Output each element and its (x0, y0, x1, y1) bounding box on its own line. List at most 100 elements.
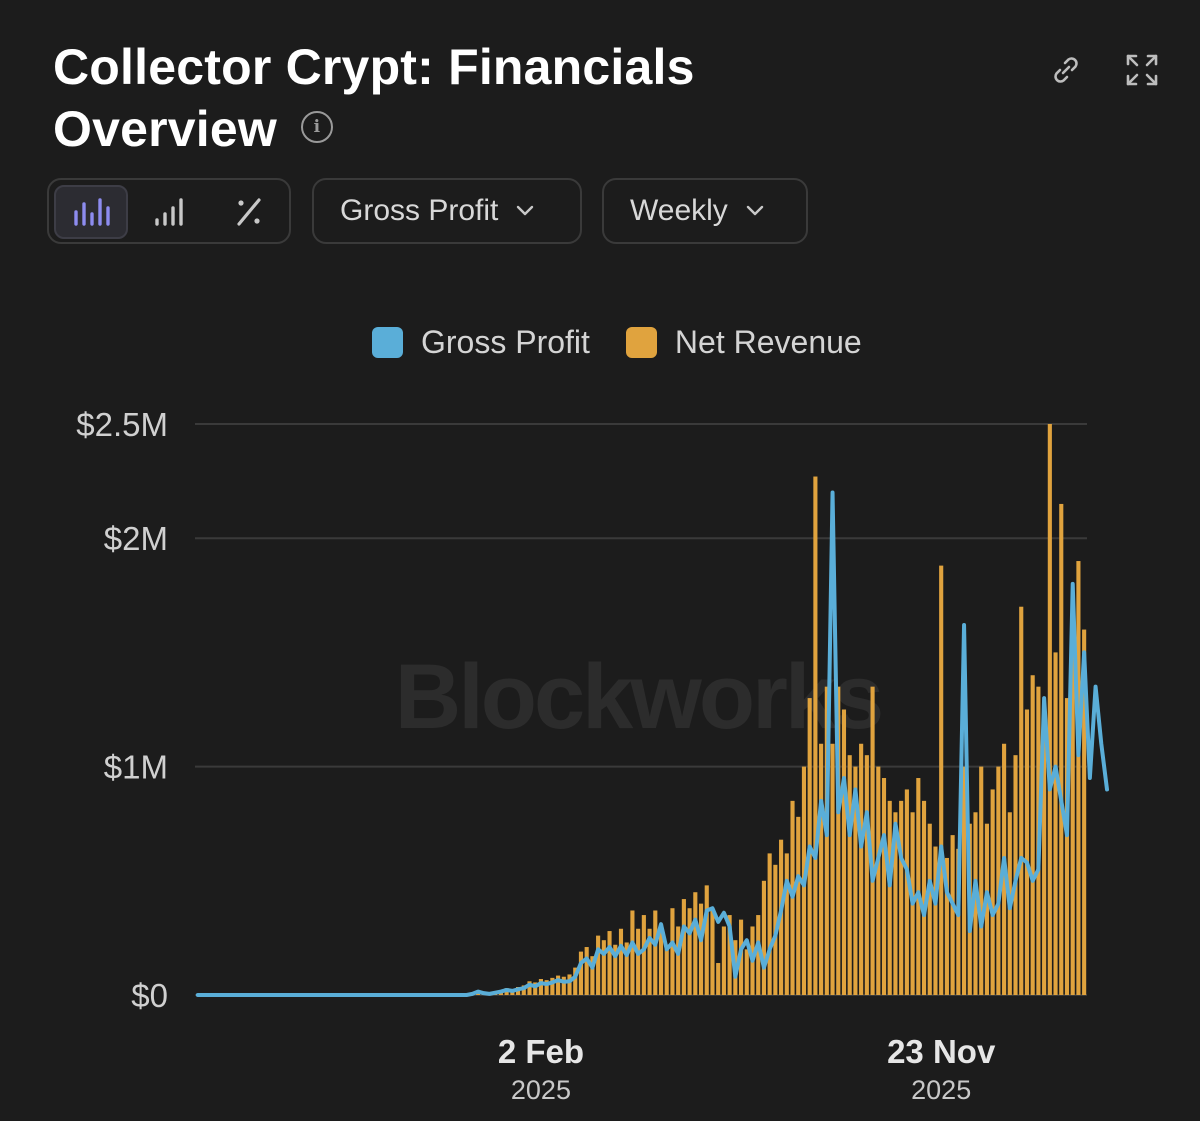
net-revenue-bar (721, 926, 726, 995)
net-revenue-bar (573, 967, 578, 995)
net-revenue-bar (641, 915, 646, 995)
net-revenue-bar (618, 928, 624, 995)
net-revenue-bar (881, 778, 887, 995)
net-revenue-bar (767, 853, 772, 995)
net-revenue-bar (670, 908, 675, 995)
net-revenue-bar (1047, 424, 1052, 995)
net-revenue-bar (1064, 698, 1070, 995)
net-revenue-bar (698, 903, 704, 995)
net-revenue-bar (578, 951, 584, 995)
net-revenue-bar (561, 976, 566, 995)
chart-mode-switcher (47, 178, 291, 244)
bar-chart-mode-button[interactable] (54, 185, 128, 239)
y-tick-label: $2M (104, 520, 168, 557)
net-revenue-bar (841, 709, 847, 995)
metric-dropdown-value: Gross Profit (340, 194, 499, 227)
net-revenue-bar (1042, 709, 1047, 995)
net-revenue-bar (533, 982, 538, 995)
title-text: Collector Crypt: Financials Overview (53, 39, 695, 157)
legend-swatch-net-revenue (625, 326, 657, 358)
net-revenue-bar (1070, 629, 1075, 995)
net-revenue-bar (607, 931, 612, 995)
net-revenue-bar (893, 812, 898, 995)
net-revenue-bar (584, 947, 589, 995)
net-revenue-bar (836, 686, 841, 995)
x-tick-label: 23 Nov (887, 1033, 996, 1070)
net-revenue-bar (939, 565, 944, 995)
net-revenue-bar (1082, 629, 1087, 995)
net-revenue-bar (710, 908, 715, 995)
net-revenue-bar (950, 835, 955, 995)
net-revenue-bar (687, 908, 692, 995)
net-revenue-bar (1030, 675, 1035, 995)
net-revenue-bar (590, 956, 595, 995)
net-revenue-bar (830, 743, 835, 995)
net-revenue-bar (956, 848, 961, 995)
net-revenue-bar (927, 823, 932, 995)
bar-signal-icon (155, 198, 183, 226)
net-revenue-bar (824, 686, 829, 995)
net-revenue-bar (647, 928, 652, 995)
net-revenue-bar (556, 975, 561, 995)
legend-label-net-revenue: Net Revenue (674, 323, 862, 360)
net-revenue-bar (899, 800, 904, 995)
net-revenue-bar (1019, 606, 1024, 995)
chevron-down-icon (746, 205, 764, 216)
net-revenue-bar (813, 476, 818, 996)
net-revenue-bar (1024, 709, 1030, 995)
legend-label-gross-profit: Gross Profit (421, 323, 590, 360)
y-tick-label: $1M (104, 749, 168, 786)
net-revenue-bar (596, 935, 601, 995)
net-revenue-bar (984, 823, 989, 995)
net-revenue-bar (887, 800, 892, 995)
page-title: Collector Crypt: Financials Overview i (53, 36, 813, 160)
chevron-down-icon (517, 205, 534, 216)
period-dropdown[interactable]: Weekly (602, 178, 808, 244)
net-revenue-bar (864, 755, 869, 995)
chart-legend: Gross Profit Net Revenue (372, 320, 898, 364)
net-revenue-bar (761, 880, 766, 995)
net-revenue-bar (859, 743, 864, 995)
net-revenue-bar (1059, 503, 1064, 995)
net-revenue-bar (921, 800, 927, 995)
net-revenue-bar (727, 915, 732, 995)
net-revenue-bar (601, 940, 606, 995)
net-revenue-bar (704, 885, 709, 995)
net-revenue-bar (756, 915, 761, 995)
legend-gross-profit[interactable]: Gross Profit (372, 324, 590, 361)
net-revenue-bar (676, 926, 681, 995)
watermark: Blockworks (395, 646, 881, 748)
x-tick-label: 2 Feb (498, 1033, 584, 1070)
net-revenue-bar (904, 789, 909, 995)
net-revenue-bar (527, 981, 532, 995)
net-revenue-bar (716, 963, 721, 995)
net-revenue-bar (1076, 561, 1081, 995)
expand-icon[interactable] (1124, 52, 1160, 88)
info-icon[interactable]: i (300, 110, 333, 143)
signal-chart-mode-button[interactable] (134, 185, 208, 239)
link-icon[interactable] (1048, 52, 1084, 88)
net-revenue-bar (744, 949, 749, 995)
y-tick-label: $0 (131, 977, 168, 1014)
net-revenue-bar (847, 755, 852, 995)
net-revenue-bar (853, 766, 858, 995)
percent-mode-button[interactable] (212, 185, 286, 239)
net-revenue-bar (653, 910, 658, 995)
x-tick-sublabel: 2025 (511, 1075, 571, 1105)
net-revenue-bar (916, 778, 921, 995)
net-revenue-bar (521, 985, 526, 995)
metric-dropdown[interactable]: Gross Profit (312, 178, 582, 244)
net-revenue-bar (630, 910, 635, 995)
net-revenue-bar (681, 899, 686, 995)
legend-net-revenue[interactable]: Net Revenue (625, 323, 862, 361)
net-revenue-bar (962, 766, 967, 995)
net-revenue-bar (658, 924, 664, 995)
gross-profit-line (195, 490, 1110, 997)
net-revenue-bar (567, 974, 572, 995)
net-revenue-bar (979, 766, 984, 995)
net-revenue-bar (876, 766, 881, 995)
net-revenue-bar (550, 977, 555, 995)
net-revenue-bar (624, 942, 629, 995)
net-revenue-bar (693, 892, 698, 995)
